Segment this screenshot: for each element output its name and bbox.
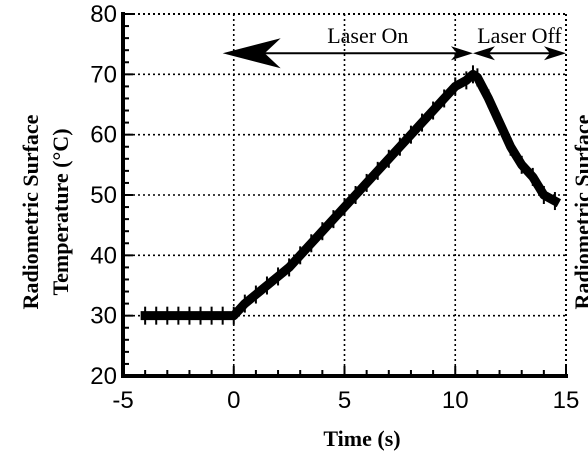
annotations: Laser On Laser Off xyxy=(222,23,566,69)
y-tick-label: 50 xyxy=(90,182,117,209)
annotation-arrowhead-left xyxy=(222,38,281,69)
y-axis-title-line1: Radiometric Surface xyxy=(18,114,43,309)
x-tick-label: 5 xyxy=(338,387,351,414)
x-axis-title: Time (s) xyxy=(323,426,400,451)
y-axis-title-line2: Temperature (°C) xyxy=(48,128,73,295)
tick-labels: -5 0 5 10 15 20 30 40 50 60 70 80 xyxy=(90,1,579,414)
y-tick-label: 40 xyxy=(90,242,117,269)
annotation-label: Laser On xyxy=(327,23,408,48)
y-tick-label: 80 xyxy=(90,1,117,28)
x-tick-label: 10 xyxy=(442,387,469,414)
axis-ticks xyxy=(122,13,567,377)
annotation-arrowhead-right xyxy=(544,46,566,61)
series-layer xyxy=(140,65,562,325)
annotation-arrowhead-left xyxy=(472,46,495,61)
right-axis-title-partial: Radiometric Surface xyxy=(570,114,588,309)
annotation-arrowhead-right xyxy=(450,46,473,61)
y-tick-label: 60 xyxy=(90,122,117,149)
annotation-label: Laser Off xyxy=(477,23,562,48)
x-tick-label: -5 xyxy=(112,387,133,414)
y-tick-label: 20 xyxy=(90,363,117,390)
x-tick-label: 15 xyxy=(553,387,580,414)
y-tick-label: 30 xyxy=(90,303,117,330)
x-tick-label: 0 xyxy=(227,387,240,414)
y-tick-label: 70 xyxy=(90,61,117,88)
